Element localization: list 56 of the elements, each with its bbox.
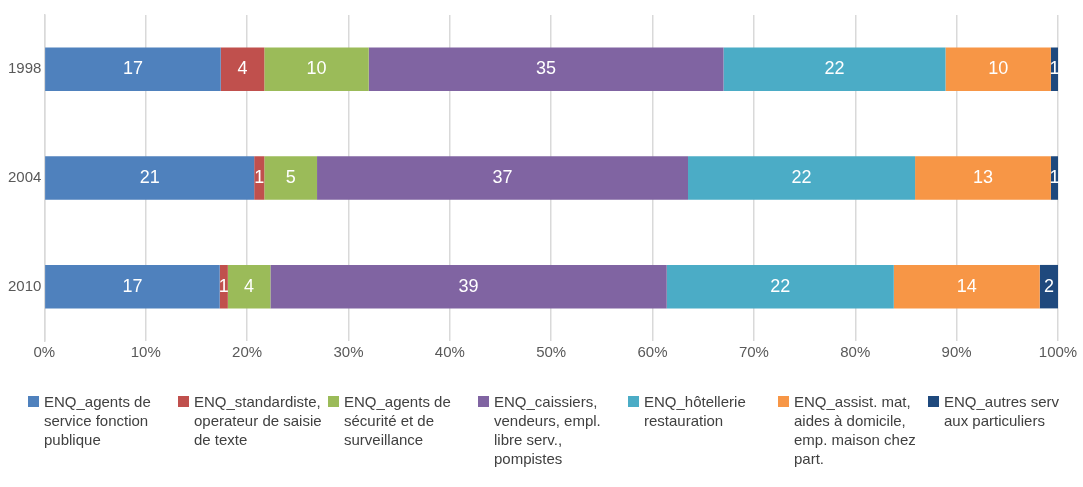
- x-tick-label: 70%: [738, 343, 769, 361]
- data-label: 1: [218, 275, 229, 296]
- data-label: 5: [285, 166, 296, 187]
- y-tick-label: 2004: [7, 168, 42, 186]
- data-label: 13: [972, 166, 994, 187]
- x-tick-label: 80%: [840, 343, 871, 361]
- x-tick-label: 90%: [941, 343, 972, 361]
- x-tick-label: 60%: [637, 343, 668, 361]
- x-tick-label: 50%: [536, 343, 567, 361]
- y-tick-label: 2010: [7, 276, 42, 294]
- bar: [666, 264, 894, 309]
- bar: [915, 156, 1051, 200]
- bar: [893, 264, 1040, 309]
- y-tick-label: 1998: [7, 59, 42, 77]
- bar: [945, 47, 1051, 92]
- data-label: 10: [988, 58, 1009, 79]
- data-label: 22: [824, 58, 845, 79]
- data-label: 2: [1043, 275, 1054, 296]
- x-tick-label: 30%: [333, 343, 364, 361]
- data-label: 4: [237, 58, 248, 79]
- data-label: 35: [536, 58, 557, 79]
- data-label: 22: [791, 166, 812, 187]
- bar: [45, 156, 255, 200]
- data-label: 21: [139, 166, 160, 187]
- x-tick-label: 100%: [1038, 343, 1078, 361]
- bar: [220, 47, 265, 92]
- bar: [317, 156, 689, 200]
- legend-label: ENQ_agents de sécurité et de surveillance: [344, 392, 452, 449]
- legend-label: ENQ_standardiste, operateur de saisie de texte: [194, 392, 323, 449]
- legend-label: ENQ_agents de service fonction publique: [44, 392, 152, 449]
- x-tick-label: 40%: [434, 343, 465, 361]
- data-label: 14: [956, 275, 977, 296]
- bar: [227, 264, 271, 309]
- bar: [45, 47, 221, 92]
- bar: [45, 264, 220, 309]
- data-label: 1: [254, 166, 265, 187]
- bar: [264, 156, 318, 200]
- legend-label: ENQ_hôtellerie restauration: [644, 392, 747, 430]
- data-label: 22: [770, 275, 791, 296]
- legend-label: ENQ_autres serv aux particuliers: [944, 392, 1061, 430]
- data-label: 37: [492, 166, 513, 187]
- bar: [688, 156, 916, 200]
- bar: [368, 47, 724, 92]
- bar: [270, 264, 667, 309]
- x-tick-label: 10%: [130, 343, 161, 361]
- data-label: 10: [306, 58, 327, 79]
- x-tick-label: 20%: [232, 343, 263, 361]
- bar: [264, 47, 369, 92]
- bar: [723, 47, 946, 92]
- x-tick-label: 0%: [33, 343, 56, 361]
- data-label: 4: [244, 275, 255, 296]
- data-label: 17: [122, 58, 143, 79]
- legend-label: ENQ_caissiers, vendeurs, empl. libre serv., pompistes: [494, 392, 602, 468]
- data-label: 39: [458, 275, 479, 296]
- data-label: 17: [122, 275, 143, 296]
- legend-label: ENQ_assist. mat, aides à domicile, emp. maison chez part.: [794, 392, 917, 468]
